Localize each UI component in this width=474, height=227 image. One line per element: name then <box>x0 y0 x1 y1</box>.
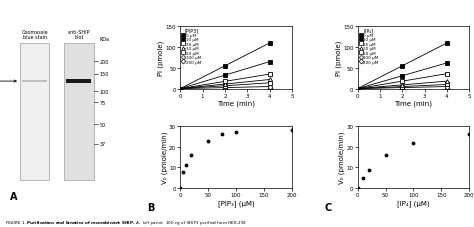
Text: 200: 200 <box>100 59 109 64</box>
Bar <box>64 43 93 180</box>
Legend: 0 μM, 10 μM, 15 μM, 20 μM, 50 μM, 100 μM, 200 μM: 0 μM, 10 μM, 15 μM, 20 μM, 50 μM, 100 μM… <box>358 28 379 65</box>
Text: FIGURE 1. $\bf{Purification\ and\ kinetics\ of\ recombinant\ SHIP.}$ $\it{A,\ le: FIGURE 1. $\bf{Purification\ and\ kineti… <box>5 218 247 226</box>
Text: anti-SHIP
blot: anti-SHIP blot <box>68 29 90 40</box>
Text: 75: 75 <box>100 101 106 105</box>
X-axis label: [PIP₃] (μM): [PIP₃] (μM) <box>218 199 255 206</box>
Text: KDa: KDa <box>100 37 110 42</box>
Bar <box>22 80 47 83</box>
X-axis label: Time (min): Time (min) <box>217 100 255 106</box>
Text: 50: 50 <box>100 122 106 127</box>
Y-axis label: V₀ (pmole/min): V₀ (pmole/min) <box>161 131 168 184</box>
Text: A: A <box>9 192 17 202</box>
Bar <box>20 43 49 180</box>
Text: 150: 150 <box>100 72 109 77</box>
X-axis label: [IP₄] (μM): [IP₄] (μM) <box>397 199 430 206</box>
Y-axis label: Pi (pmole): Pi (pmole) <box>158 41 164 76</box>
Y-axis label: V₀ (pmole/min): V₀ (pmole/min) <box>338 131 345 184</box>
Text: Coomassie
blue stain: Coomassie blue stain <box>21 29 48 40</box>
Bar <box>66 80 91 84</box>
Text: 37: 37 <box>100 142 106 147</box>
X-axis label: Time (min): Time (min) <box>394 100 432 106</box>
Text: B: B <box>147 202 154 212</box>
Text: C: C <box>324 202 331 212</box>
Y-axis label: Pi (pmole): Pi (pmole) <box>335 41 342 76</box>
Text: 100: 100 <box>100 89 109 94</box>
Legend: 0 μM, 10 μM, 20 μM, 30 μM, 50 μM, 100 μM, 200 μM: 0 μM, 10 μM, 20 μM, 30 μM, 50 μM, 100 μM… <box>181 28 202 65</box>
